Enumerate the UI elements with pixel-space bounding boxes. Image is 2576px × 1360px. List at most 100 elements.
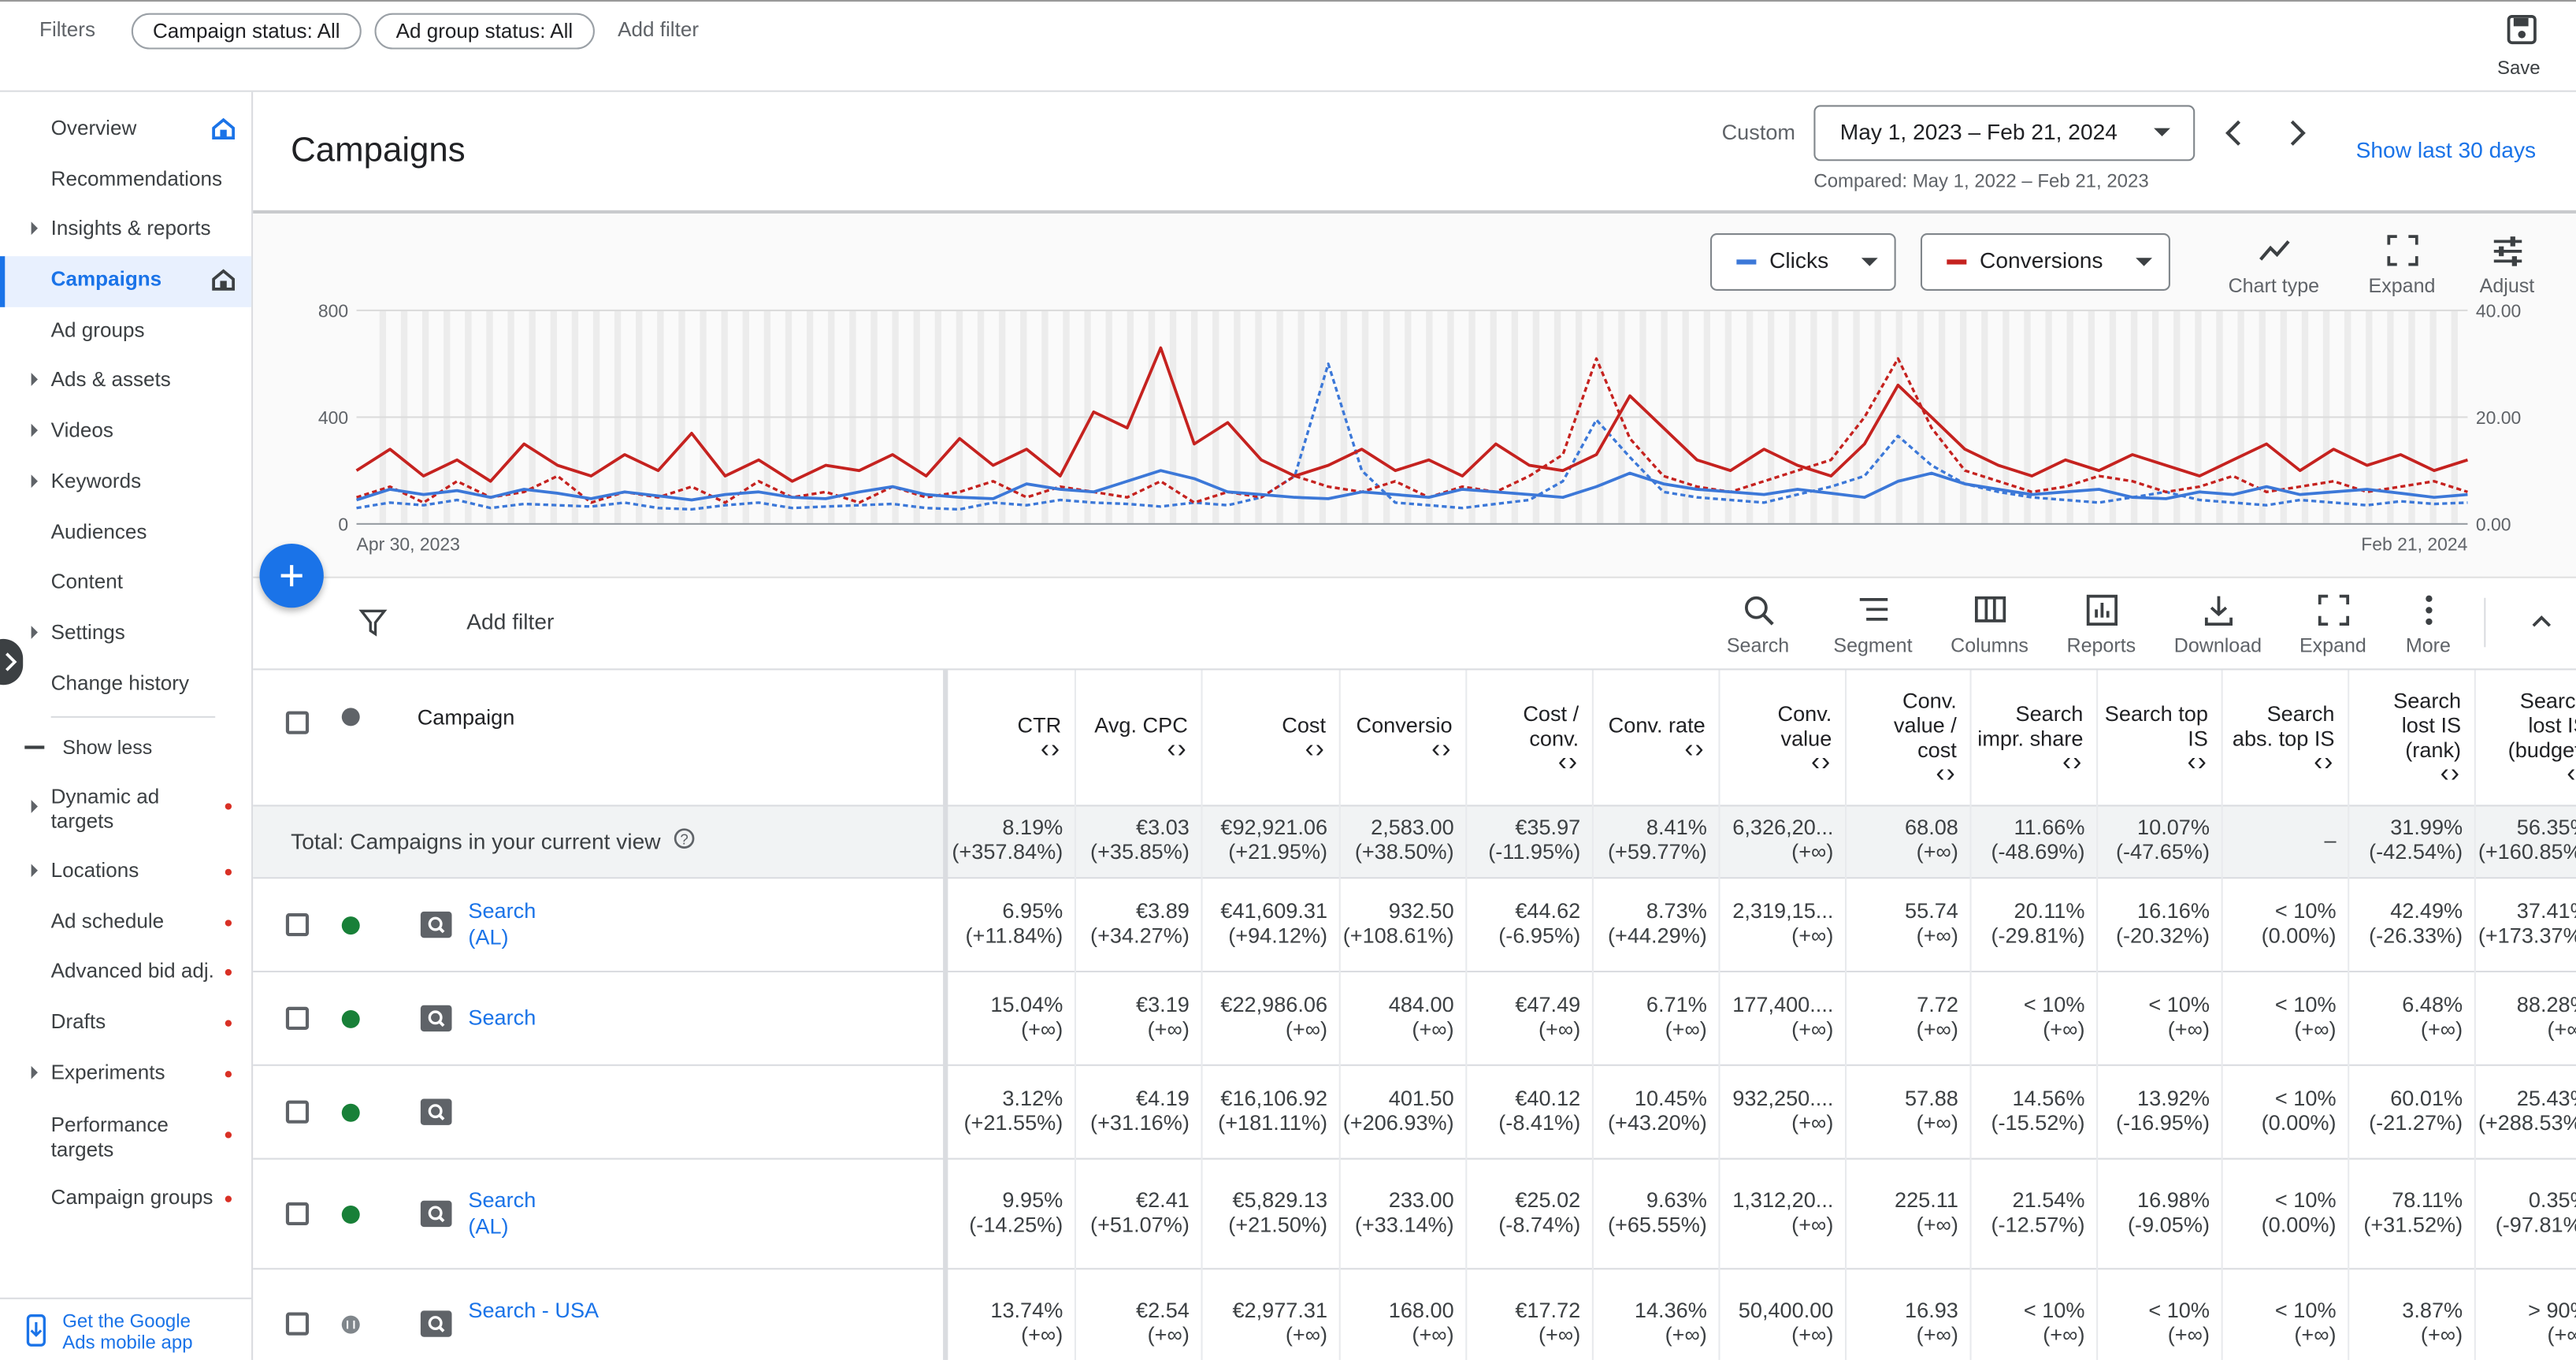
collapse-up[interactable]	[2532, 615, 2552, 628]
next-arrow[interactable]	[2290, 120, 2307, 146]
checkbox[interactable]	[285, 711, 310, 734]
chart-tool-label[interactable]: Adjust	[2479, 274, 2535, 298]
nav-item[interactable]: Experiments	[50, 1061, 165, 1084]
header-cell[interactable]: Conv. value ‹›	[1718, 670, 1845, 804]
header-cell[interactable]: Search top IS ‹›	[2096, 670, 2221, 804]
header-cell[interactable]: Search abs. top IS ‹›	[2222, 670, 2348, 804]
nav-item[interactable]: Videos	[50, 418, 113, 442]
header-text: Search lost IS (rank)	[2393, 688, 2462, 763]
table-tool-icon[interactable]	[2086, 594, 2118, 626]
header-cell[interactable]: Search impr. share ‹›	[1970, 670, 2097, 804]
header-cell[interactable]: Search lost IS (budget)‹›	[2474, 670, 2576, 804]
table-tool-icon[interactable]	[2203, 595, 2235, 626]
metric-change: (-42.54%)	[2369, 839, 2463, 864]
metric-swatch	[1736, 259, 1757, 265]
table-tool-label[interactable]: More	[2405, 634, 2451, 657]
mobile-app-link[interactable]: Get the Google Ads mobile app	[62, 1312, 193, 1354]
nav-item[interactable]: Keywords	[50, 470, 142, 493]
table-tool-label[interactable]: Columns	[1951, 634, 2029, 657]
prev-arrow[interactable]	[2225, 120, 2241, 146]
metric-change: (+∞)	[1665, 1016, 1707, 1041]
nav-item[interactable]: Locations	[50, 859, 139, 883]
metric-value: 932.50	[1388, 897, 1454, 923]
metric-change: (-6.95%)	[1498, 922, 1581, 947]
expand-arrow	[31, 1065, 38, 1079]
show-last-30[interactable]: Show last 30 days	[2355, 138, 2537, 163]
campaign-name[interactable]: Search	[468, 1004, 536, 1029]
table-tool-icon[interactable]	[1974, 595, 2006, 626]
sort-toggle: ‹›	[1167, 735, 1188, 764]
filter-chip[interactable]: Ad group status: All	[374, 13, 595, 50]
table-tool-label[interactable]: Search	[1726, 634, 1790, 657]
nav-item[interactable]: Recommendations	[50, 167, 222, 191]
filters-label: Filters	[39, 17, 96, 42]
table-tool-icon[interactable]	[2414, 595, 2445, 626]
table-tool-icon[interactable]	[1858, 595, 1890, 626]
filter-icon[interactable]	[358, 609, 388, 637]
save-icon[interactable]	[2507, 14, 2537, 45]
metric-label[interactable]: Clicks	[1769, 247, 1829, 273]
add-filter[interactable]: Add filter	[618, 17, 700, 42]
nav-item[interactable]: Settings	[50, 620, 125, 645]
metric-change: (+∞)	[1539, 1016, 1581, 1041]
nav-item[interactable]: Advanced bid adj.	[50, 959, 214, 983]
show-less[interactable]: Show less	[62, 735, 153, 760]
metric-change: (+∞)	[2547, 1016, 2576, 1041]
nav-item[interactable]: Dynamic ad targets	[50, 785, 160, 833]
metric-value: 225.11	[1895, 1187, 1958, 1212]
nav-item[interactable]: Ads & assets	[50, 367, 171, 392]
campaign-name[interactable]: Search (AL)	[468, 1187, 536, 1238]
nav-item[interactable]: Insights & reports	[50, 217, 211, 240]
chart-tool-label[interactable]: Expand	[2368, 274, 2436, 298]
header-cell[interactable]: CTR ‹›	[948, 670, 1075, 804]
checkbox[interactable]	[285, 1312, 310, 1336]
nav-item[interactable]: Content	[50, 570, 123, 593]
checkbox[interactable]	[285, 1201, 310, 1224]
save-label[interactable]: Save	[2496, 59, 2541, 80]
date-range[interactable]: May 1, 2023 – Feb 21, 2024	[1813, 105, 2196, 162]
table-tool-icon[interactable]	[1743, 595, 1775, 626]
nav-item[interactable]: Overview	[50, 116, 137, 140]
header-cell[interactable]: Conv. value / cost ‹›	[1845, 670, 1969, 804]
header-cell[interactable]: Conversio ‹›	[1339, 670, 1466, 804]
nav-item[interactable]: Drafts	[50, 1009, 106, 1034]
nav-item[interactable]: Change history	[50, 671, 189, 695]
metric-value: 932,250....	[1732, 1084, 1834, 1110]
table-add-filter[interactable]: Add filter	[466, 609, 555, 634]
header-cell[interactable]: Search lost IS (rank) ‹›	[2348, 670, 2474, 804]
table-tool-label[interactable]: Expand	[2299, 634, 2366, 657]
checkbox[interactable]	[285, 1005, 310, 1029]
metric-label[interactable]: Conversions	[1980, 247, 2103, 273]
campaign-name[interactable]: Search (AL)	[468, 897, 536, 949]
campaign-name[interactable]: Search - USA	[468, 1297, 599, 1323]
metric-value: 3.12%	[1002, 1084, 1063, 1110]
table-tool-label[interactable]: Reports	[2066, 634, 2136, 657]
header-cell[interactable]: Conv. rate ‹›	[1592, 670, 1719, 804]
chart-tool-icon[interactable]	[2387, 235, 2418, 266]
sort-toggle: ‹›	[1810, 748, 1832, 776]
chart-tool-icon[interactable]	[2259, 235, 2291, 266]
metric-value: 2,319,15...	[1732, 897, 1834, 923]
nav-item[interactable]: Performance targets	[50, 1113, 169, 1161]
header-cell[interactable]: Cost / conv. ‹›	[1465, 670, 1592, 804]
filter-chip[interactable]: Campaign status: All	[131, 13, 362, 50]
chart-tool-icon[interactable]	[2492, 235, 2524, 266]
header-cell[interactable]: Avg. CPC ‹›	[1075, 670, 1201, 804]
table-tool-label[interactable]: Segment	[1833, 634, 1913, 657]
metric-value: 15.04%	[990, 990, 1063, 1016]
nav-item[interactable]: Ad schedule	[50, 909, 165, 933]
red-dot	[225, 1195, 232, 1202]
table-tool-icon[interactable]	[2318, 594, 2350, 626]
nav-item[interactable]: Campaign groups	[50, 1186, 213, 1210]
metric-button[interactable]	[1920, 232, 2170, 291]
table-tool-label[interactable]: Download	[2173, 634, 2262, 657]
nav-item[interactable]: Ad groups	[50, 318, 145, 342]
nav-item[interactable]: Audiences	[50, 520, 147, 544]
chart-tool-label[interactable]: Chart type	[2228, 274, 2320, 298]
help-icon[interactable]: ?	[674, 828, 695, 849]
metric-value: 13.92%	[2137, 1084, 2210, 1110]
header-cell[interactable]: Cost ‹›	[1201, 670, 1339, 804]
checkbox[interactable]	[285, 1099, 310, 1123]
nav-item[interactable]: Campaigns	[50, 267, 162, 291]
checkbox[interactable]	[285, 912, 310, 936]
